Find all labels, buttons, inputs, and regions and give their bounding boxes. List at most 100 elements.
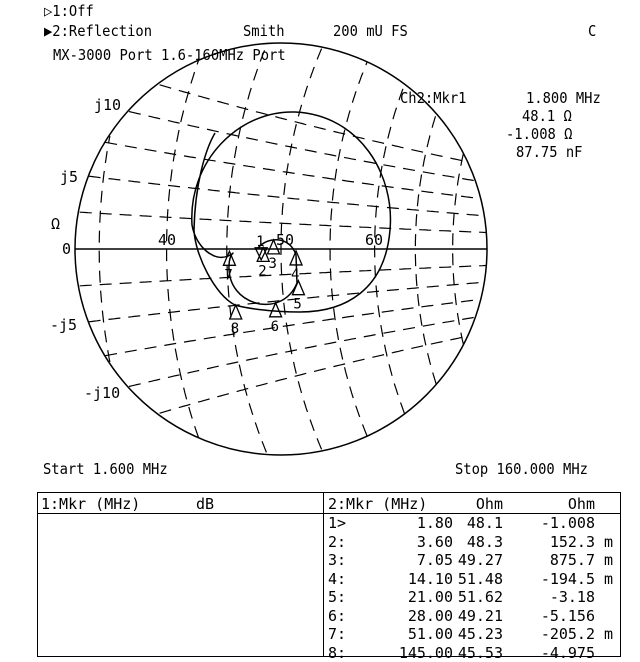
marker-reactance: -1.008 xyxy=(540,514,595,532)
marker-resistance: 51.62 xyxy=(457,588,503,606)
reactance-gridline xyxy=(88,175,484,217)
marker-1[interactable]: 1 xyxy=(254,234,269,262)
axis-label-60: 60 xyxy=(365,231,383,249)
marker-id: 3: xyxy=(328,551,347,569)
marker-id: 5: xyxy=(328,588,347,606)
unit-label: Ω xyxy=(51,215,60,233)
axis-label-50: 50 xyxy=(276,231,294,249)
ch1-db-header: dB xyxy=(196,495,215,513)
markers: 1 2 34 56 7 8 xyxy=(222,234,306,337)
marker-frequency: 14.10 xyxy=(407,569,453,588)
marker-unit-prefix: m xyxy=(604,625,614,643)
marker-label: 6 xyxy=(271,319,279,335)
axis-label-0: 0 xyxy=(62,240,71,258)
marker-reactance: -3.18 xyxy=(549,588,595,606)
marker-4[interactable]: 4 xyxy=(289,249,304,283)
marker-id: 6: xyxy=(328,606,347,625)
marker-id: 2: xyxy=(328,532,347,551)
marker-8[interactable]: 8 xyxy=(228,303,243,337)
marker-frequency: 51.00 xyxy=(407,625,453,643)
trace-ch2 xyxy=(191,111,392,313)
marker-resistance: 49.27 xyxy=(457,551,503,569)
ch2-reactance-header: Ohm xyxy=(567,495,595,513)
marker-id: 8: xyxy=(328,643,347,662)
marker-label: 5 xyxy=(293,297,301,313)
marker-unit-prefix: m xyxy=(604,532,614,551)
marker-5[interactable]: 5 xyxy=(291,279,306,313)
start-frequency[interactable]: Start 1.600 MHz xyxy=(43,460,168,478)
marker-unit-prefix: m xyxy=(604,569,614,588)
marker-7[interactable]: 7 xyxy=(222,249,237,283)
marker-triangle-icon xyxy=(268,301,283,318)
marker-triangle-icon xyxy=(254,247,269,262)
channel-2-status[interactable]: ▶2:Reflection xyxy=(44,22,153,40)
reactance-gridline xyxy=(159,336,466,414)
reactance-gridline xyxy=(105,298,480,357)
readout-frequency: 1.800 MHz xyxy=(526,89,601,107)
readout-equivalent: 87.75 nF xyxy=(516,143,583,161)
scale-label: 200 mU FS xyxy=(333,22,408,40)
marker-3[interactable]: 3 xyxy=(266,238,281,272)
marker-label: 4 xyxy=(291,267,299,283)
ch1-marker-header: 1:Mkr (MHz) xyxy=(41,495,141,513)
readout-reactance: -1.008 Ω xyxy=(506,125,573,143)
readout-resistance: 48.1 Ω xyxy=(522,107,572,125)
resistance-gridline xyxy=(166,60,200,438)
marker-id: 4: xyxy=(328,569,347,588)
ch2-marker-header: 2:Mkr (MHz) xyxy=(328,495,428,513)
marker-6[interactable]: 6 xyxy=(268,301,283,335)
axis-label-40: 40 xyxy=(158,231,176,249)
marker-table: 1:Mkr (MHz) dB 2:Mkr (MHz) Ohm Ohm 1> 1.8… xyxy=(37,492,621,661)
marker-id: 1> xyxy=(328,514,347,532)
marker-frequency: 1.80 xyxy=(416,514,453,532)
marker-label: 8 xyxy=(231,321,239,337)
resistance-gridline xyxy=(98,135,111,363)
smith-grid xyxy=(79,45,486,453)
marker-id: 7: xyxy=(328,625,347,643)
reactance-gridline xyxy=(105,141,480,200)
reactance-gridline xyxy=(79,264,486,287)
marker-frequency: 145.00 xyxy=(398,643,453,662)
reactance-gridline xyxy=(79,211,486,234)
marker-reactance: -4.975 xyxy=(540,643,595,662)
marker-resistance: 48.3 xyxy=(466,532,503,551)
marker-2[interactable]: 2 xyxy=(256,245,271,279)
stop-frequency[interactable]: Stop 160.000 MHz xyxy=(455,460,588,478)
marker-resistance: 45.53 xyxy=(457,643,503,662)
marker-resistance: 49.21 xyxy=(457,606,503,625)
marker-resistance: 48.1 xyxy=(466,514,503,532)
marker-triangle-icon xyxy=(222,249,237,266)
correction-flag: C xyxy=(588,22,597,40)
reactance-gridline xyxy=(159,84,466,162)
marker-label: 7 xyxy=(224,267,232,283)
table-divider xyxy=(323,493,324,656)
marker-reactance: 152.3 xyxy=(549,532,595,551)
reactance-gridline xyxy=(88,281,484,323)
marker-triangle-icon xyxy=(289,249,304,266)
marker-reactance: 875.7 xyxy=(549,551,595,569)
channel-1-status[interactable]: ▷1:Off xyxy=(44,2,94,20)
marker-triangle-icon xyxy=(256,245,271,263)
marker-label: 3 xyxy=(269,256,277,272)
marker-unit-prefix: m xyxy=(604,551,614,569)
marker-reactance: -5.156 xyxy=(540,606,595,625)
resistance-gridline xyxy=(452,153,464,345)
marker-frequency: 7.05 xyxy=(416,551,453,569)
marker-resistance: 45.23 xyxy=(457,625,503,643)
marker-resistance: 51.48 xyxy=(457,569,503,588)
marker-label: 2 xyxy=(258,263,266,279)
readout-marker-label: Ch2:Mkr1 xyxy=(400,89,467,107)
table-header-line xyxy=(38,513,620,514)
axis-label-minus-j5: -j5 xyxy=(50,316,77,334)
axis-label-j10: j10 xyxy=(94,96,121,114)
marker-frequency: 21.00 xyxy=(407,588,453,606)
ch2-resistance-header: Ohm xyxy=(475,495,503,513)
smith-chart: 1 2 34 56 7 8 0 Ω 40 50 60 j10 j5 -j5 -j10 xyxy=(50,42,488,456)
marker-frequency: 3.60 xyxy=(416,532,453,551)
marker-triangle-icon xyxy=(228,303,243,320)
marker-label: 1 xyxy=(256,234,264,250)
marker-triangle-icon xyxy=(291,279,306,296)
axis-label-minus-j10: -j10 xyxy=(84,384,120,402)
format-label: Smith xyxy=(243,22,285,40)
marker-reactance: -205.2 xyxy=(540,625,595,643)
